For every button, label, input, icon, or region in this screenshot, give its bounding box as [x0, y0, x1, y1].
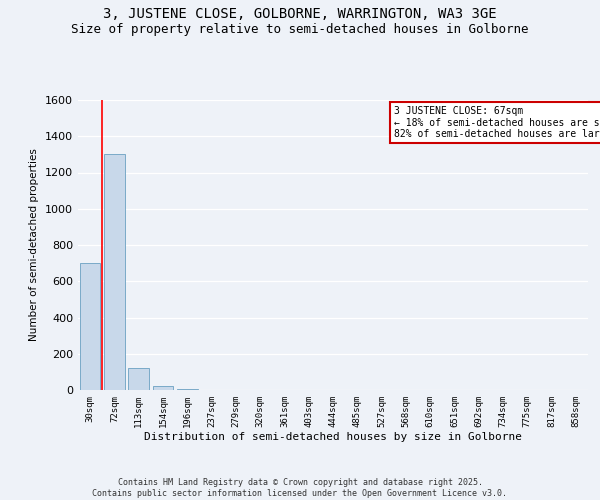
Bar [80, 263, 100, 390]
Text: Size of property relative to semi-detached houses in Golborne: Size of property relative to semi-detach… [71, 22, 529, 36]
Text: 3, JUSTENE CLOSE, GOLBORNE, WARRINGTON, WA3 3GE: 3, JUSTENE CLOSE, GOLBORNE, WARRINGTON, … [103, 8, 497, 22]
Bar [177, 388, 197, 390]
Y-axis label: Number of semi-detached properties: Number of semi-detached properties [29, 148, 40, 342]
Text: Contains HM Land Registry data © Crown copyright and database right 2025.
Contai: Contains HM Land Registry data © Crown c… [92, 478, 508, 498]
Bar [152, 386, 173, 390]
Text: Distribution of semi-detached houses by size in Golborne: Distribution of semi-detached houses by … [144, 432, 522, 442]
Bar [128, 368, 149, 390]
Bar [104, 154, 125, 390]
Text: 3 JUSTENE CLOSE: 67sqm
← 18% of semi-detached houses are smaller (373)
82% of se: 3 JUSTENE CLOSE: 67sqm ← 18% of semi-det… [394, 106, 600, 139]
